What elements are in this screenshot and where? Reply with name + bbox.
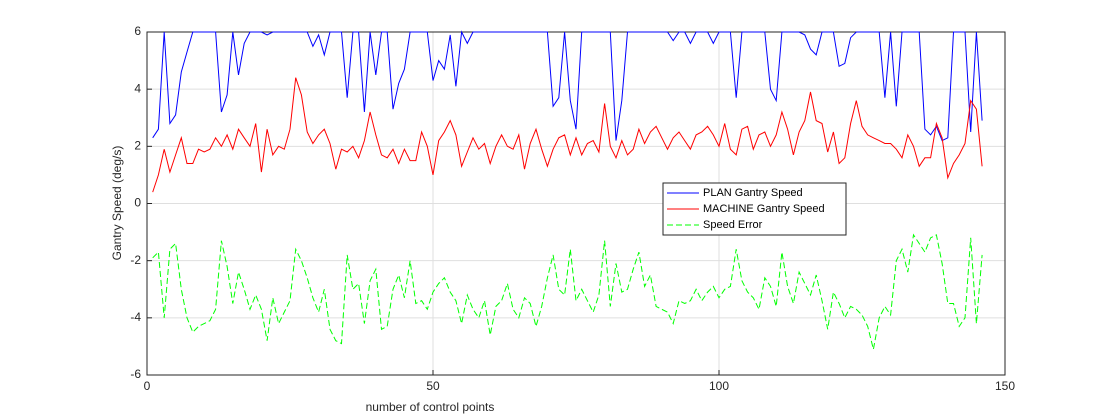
x-tick-label: 100 <box>709 379 729 393</box>
y-tick-label: 6 <box>134 24 141 38</box>
plot-frame <box>146 31 1006 376</box>
legend-label: MACHINE Gantry Speed <box>703 203 825 215</box>
series-line <box>152 30 983 142</box>
legend-label: Speed Error <box>703 219 763 231</box>
series-line <box>152 233 983 350</box>
y-tick-label: -2 <box>130 253 141 267</box>
y-tick-label: -6 <box>130 367 141 381</box>
legend: PLAN Gantry Speed MACHINE Gantry Speed Spe… <box>662 182 847 236</box>
y-tick-label: 4 <box>134 81 141 95</box>
x-axis-label: number of control points <box>366 400 495 414</box>
legend-label: PLAN Gantry Speed <box>703 187 803 199</box>
x-tick-label: 0 <box>144 379 151 393</box>
y-tick-label: -4 <box>130 310 141 324</box>
y-axis-label: Gantry Speed (deg/s) <box>110 146 124 261</box>
series-line <box>152 77 983 193</box>
y-tick-label: 2 <box>134 139 141 153</box>
y-tick-label: 0 <box>134 196 141 210</box>
x-tick-label: 150 <box>995 379 1015 393</box>
x-tick-label: 50 <box>426 379 440 393</box>
